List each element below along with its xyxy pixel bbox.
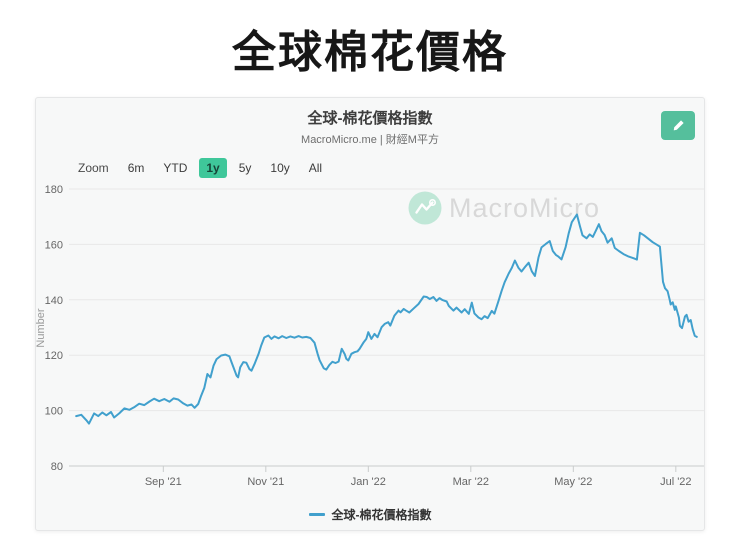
svg-text:Sep '21: Sep '21 [145, 476, 182, 488]
zoom-label: Zoom [78, 161, 109, 175]
svg-text:Jul '22: Jul '22 [660, 476, 691, 488]
svg-text:140: 140 [45, 295, 63, 307]
svg-text:100: 100 [45, 406, 63, 418]
zoom-range-10y[interactable]: 10y [263, 158, 296, 178]
macromicro-watermark: MacroMicro [408, 191, 599, 225]
zoom-range-1y[interactable]: 1y [199, 158, 227, 178]
svg-text:Jan '22: Jan '22 [351, 476, 386, 488]
chart-series-layer [75, 213, 698, 425]
zoom-toolbar: Zoom 6m YTD 1y 5y 10y All [78, 158, 329, 178]
svg-text:180: 180 [45, 184, 63, 196]
chart-plot[interactable]: 80 100 120 140 160 180 Sep '21 Nov '21 Jan '22 Ma… [36, 178, 704, 490]
page-title: 全球棉花價格 [232, 28, 508, 77]
zoom-range-5y[interactable]: 5y [232, 158, 259, 178]
zoom-range-ytd[interactable]: YTD [156, 158, 194, 178]
chart-card: 全球-棉花價格指數 MacroMicro.me | 財經M平方 Zoom 6m … [35, 97, 705, 531]
chart-grid-layer: 80 100 120 140 160 180 Sep '21 Nov '21 Jan '22 Ma… [45, 184, 704, 488]
svg-text:May '22: May '22 [554, 476, 592, 488]
edit-button[interactable] [661, 111, 695, 140]
legend-line-marker [308, 513, 325, 516]
legend-item[interactable]: 全球-棉花價格指數 [36, 506, 704, 523]
legend-label: 全球-棉花價格指數 [331, 508, 432, 522]
svg-text:Mar '22: Mar '22 [453, 476, 489, 488]
svg-text:160: 160 [45, 239, 63, 251]
svg-text:Nov '21: Nov '21 [247, 476, 284, 488]
svg-text:80: 80 [51, 461, 63, 473]
chart-subtitle: MacroMicro.me | 財經M平方 [301, 134, 439, 146]
svg-text:120: 120 [45, 350, 63, 362]
zoom-range-all[interactable]: All [302, 158, 329, 178]
chart-title: 全球-棉花價格指數 [307, 110, 433, 127]
y-axis-title: Number [36, 308, 47, 347]
zoom-range-6m[interactable]: 6m [121, 158, 152, 178]
pencil-icon [672, 119, 685, 132]
